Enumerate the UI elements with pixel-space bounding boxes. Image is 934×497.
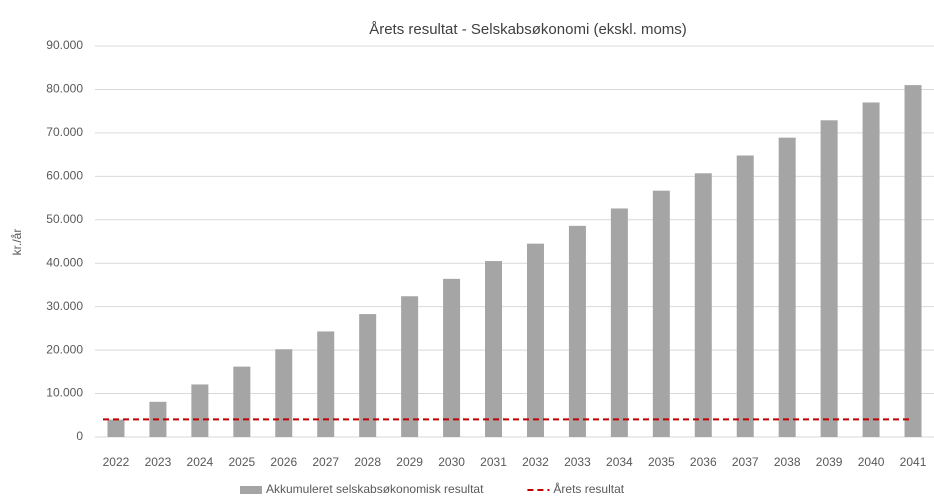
x-tick-label: 2032 <box>522 455 549 469</box>
bar <box>778 137 796 437</box>
y-tick-label: 20.000 <box>46 342 83 356</box>
x-tick-label: 2031 <box>480 455 507 469</box>
x-tick-label: 2033 <box>564 455 591 469</box>
y-tick-label: 0 <box>76 429 83 443</box>
chart-title: Årets resultat - Selskabsøkonomi (ekskl.… <box>369 21 687 38</box>
bar <box>191 384 209 437</box>
x-tick-label: 2037 <box>732 455 759 469</box>
y-tick-label: 40.000 <box>46 255 83 269</box>
legend-swatch <box>240 486 262 494</box>
y-tick-label: 90.000 <box>46 38 83 52</box>
y-tick-label: 10.000 <box>46 386 83 400</box>
x-tick-label: 2040 <box>858 455 885 469</box>
legend-label: Akkumuleret selskabsøkonomisk resultat <box>266 482 484 496</box>
bar <box>820 120 838 437</box>
x-tick-label: 2026 <box>270 455 297 469</box>
bar <box>526 243 544 437</box>
bar <box>568 225 586 437</box>
bar <box>694 173 712 437</box>
legend-label: Årets resultat <box>553 481 624 496</box>
x-tick-label: 2030 <box>438 455 465 469</box>
x-tick-label: 2038 <box>774 455 801 469</box>
x-tick-label: 2035 <box>648 455 675 469</box>
bar <box>652 190 670 437</box>
x-tick-label: 2036 <box>690 455 717 469</box>
bar <box>107 419 125 437</box>
x-tick-label: 2029 <box>396 455 423 469</box>
bar <box>443 278 461 437</box>
y-axis-label: kr./år <box>10 229 24 256</box>
y-tick-label: 70.000 <box>46 125 83 139</box>
x-tick-label: 2024 <box>187 455 214 469</box>
bar <box>317 331 335 437</box>
y-tick-label: 30.000 <box>46 299 83 313</box>
bar <box>233 366 251 437</box>
bar <box>862 102 880 437</box>
bar <box>485 261 503 437</box>
x-tick-label: 2023 <box>145 455 172 469</box>
x-tick-label: 2027 <box>312 455 339 469</box>
x-tick-label: 2039 <box>816 455 843 469</box>
bar <box>275 349 293 437</box>
bar <box>610 208 628 437</box>
x-tick-label: 2025 <box>228 455 255 469</box>
y-tick-label: 60.000 <box>46 169 83 183</box>
bar <box>736 155 754 438</box>
x-tick-label: 2028 <box>354 455 381 469</box>
y-tick-label: 80.000 <box>46 82 83 96</box>
bar <box>359 314 377 437</box>
bar <box>401 296 419 437</box>
x-tick-label: 2022 <box>103 455 130 469</box>
bar <box>904 85 922 437</box>
x-tick-label: 2041 <box>900 455 927 469</box>
x-tick-label: 2034 <box>606 455 633 469</box>
y-tick-label: 50.000 <box>46 212 83 226</box>
